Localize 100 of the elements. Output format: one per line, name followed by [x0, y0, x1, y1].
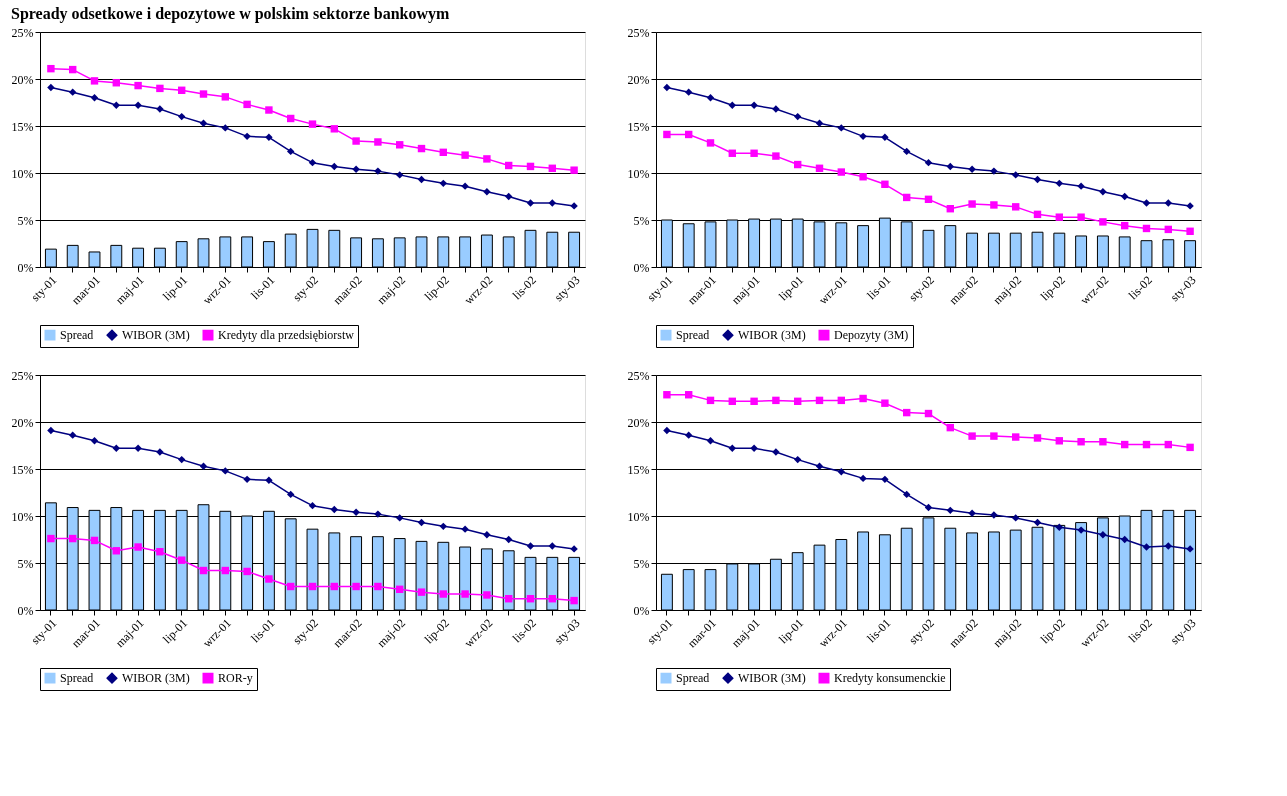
- point: [286, 490, 295, 499]
- y-tick-label: 15%: [627, 119, 650, 134]
- y-tick-label: 10%: [11, 509, 34, 524]
- point: [881, 133, 889, 141]
- point: [968, 165, 976, 173]
- point: [772, 396, 780, 405]
- point: [243, 475, 251, 484]
- point: [439, 522, 448, 531]
- y-tick-label: 10%: [627, 509, 650, 524]
- point: [924, 503, 933, 512]
- point: [526, 542, 535, 550]
- point: [221, 124, 230, 132]
- point: [308, 158, 317, 167]
- point: [265, 476, 273, 484]
- point: [859, 132, 867, 141]
- point: [1033, 175, 1042, 184]
- point: [793, 455, 802, 464]
- point: [881, 475, 889, 484]
- y-tick-label: 5%: [633, 556, 650, 571]
- point: [837, 168, 846, 176]
- legend-label: WIBOR (3M): [738, 328, 806, 343]
- point: [837, 124, 846, 132]
- point: [1077, 213, 1085, 221]
- point: [990, 432, 998, 440]
- y-tick-label: 0%: [17, 260, 34, 275]
- y-tick-label: 10%: [11, 166, 34, 181]
- point: [286, 147, 295, 156]
- y-tick-label: 20%: [11, 415, 34, 430]
- point: [663, 426, 671, 435]
- point: [924, 158, 933, 167]
- point: [1099, 531, 1107, 539]
- point: [1033, 518, 1042, 527]
- point: [47, 83, 55, 92]
- point: [1099, 438, 1107, 446]
- point: [1099, 188, 1107, 196]
- y-tick-label: 20%: [627, 415, 650, 430]
- point: [1055, 213, 1064, 221]
- point: [352, 165, 360, 173]
- point: [1164, 199, 1173, 207]
- point: [570, 166, 578, 174]
- point: [395, 141, 404, 149]
- point: [265, 575, 273, 583]
- y-tick-label: 15%: [11, 462, 34, 477]
- point: [199, 462, 208, 470]
- point: [177, 112, 186, 121]
- point: [1120, 192, 1129, 201]
- point: [990, 201, 998, 209]
- point: [946, 162, 955, 171]
- point: [1011, 203, 1020, 211]
- point: [859, 474, 867, 483]
- point: [750, 101, 758, 110]
- point: [352, 137, 360, 145]
- point: [815, 462, 824, 470]
- point: [684, 431, 693, 439]
- point: [417, 518, 426, 527]
- point: [968, 200, 976, 208]
- point: [1099, 218, 1107, 226]
- y-tick-label: 5%: [17, 213, 34, 228]
- point: [504, 535, 513, 544]
- point: [881, 180, 889, 188]
- point: [134, 444, 142, 453]
- point: [968, 432, 976, 440]
- point: [265, 106, 273, 114]
- point: [1186, 443, 1194, 452]
- point: [1011, 433, 1020, 441]
- point: [221, 467, 230, 475]
- y-tick-label: 25%: [627, 368, 650, 383]
- point: [461, 590, 469, 598]
- point: [68, 431, 77, 439]
- point: [1055, 437, 1064, 445]
- point: [374, 138, 382, 146]
- point: [439, 179, 448, 188]
- y-tick-label: 25%: [11, 368, 34, 383]
- point: [156, 548, 164, 556]
- point: [395, 514, 404, 522]
- point: [221, 93, 230, 101]
- point: [772, 152, 780, 160]
- point: [374, 582, 382, 591]
- y-tick-label: 0%: [17, 603, 34, 618]
- point: [439, 590, 448, 598]
- point: [728, 444, 737, 453]
- point: [177, 455, 186, 464]
- point: [706, 437, 715, 445]
- legend-label: WIBOR (3M): [122, 328, 190, 343]
- point: [308, 120, 317, 128]
- point: [548, 542, 557, 550]
- point: [243, 132, 251, 141]
- point: [815, 119, 824, 127]
- legend-label: Spread: [676, 328, 710, 343]
- point: [90, 94, 99, 102]
- point: [134, 543, 142, 551]
- legend-label: WIBOR (3M): [738, 671, 806, 686]
- point: [243, 100, 251, 109]
- point: [47, 64, 55, 73]
- point: [1186, 227, 1194, 235]
- point: [706, 139, 715, 147]
- point: [483, 188, 491, 196]
- point: [330, 505, 339, 514]
- point: [859, 173, 867, 181]
- point: [1011, 514, 1020, 522]
